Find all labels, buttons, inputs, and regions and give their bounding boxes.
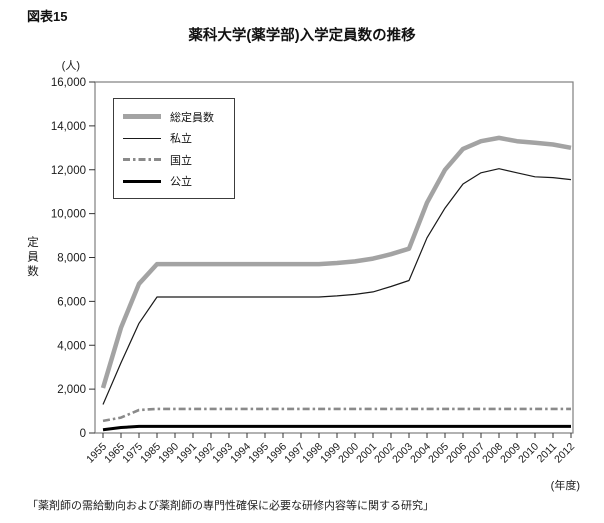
legend-line-sample: [123, 137, 161, 139]
legend-line-sample: [123, 179, 161, 183]
series-line-総定員数: [100, 135, 572, 389]
series-line-国立: [102, 407, 571, 423]
y-axis-title: 定員数: [26, 236, 38, 280]
figure-label: 図表15: [27, 9, 68, 24]
y-axis-unit: (人): [61, 60, 80, 72]
source-note: 「薬剤師の需給動向および薬剤師の専門性確保に必要な研修内容等に関する研究」: [27, 500, 434, 512]
chart-title: 薬科大学(薬学部)入学定員数の推移: [188, 28, 416, 44]
y-tick-label: 10,000: [51, 209, 86, 221]
legend-label: 私立: [170, 133, 192, 146]
y-tick-label: 6,000: [57, 296, 86, 308]
x-axis-unit: (年度): [550, 480, 580, 492]
legend-item: 総定員数: [123, 106, 228, 128]
y-tick-label: 16,000: [51, 77, 86, 89]
y-tick-label: 14,000: [51, 121, 86, 133]
x-tick-label: 2012: [552, 441, 577, 466]
legend-item: 私立: [123, 128, 228, 150]
series-line-私立: [102, 168, 572, 405]
y-tick-label: 2,000: [57, 384, 86, 396]
y-tick-label: 8,000: [57, 253, 86, 265]
legend-line-sample: [123, 114, 161, 120]
legend-label: 国立: [170, 154, 192, 167]
y-tick-label: 4,000: [57, 340, 86, 352]
y-tick-label: 12,000: [51, 165, 86, 177]
legend-item: 国立: [123, 149, 228, 171]
legend-item: 公立: [123, 171, 228, 193]
legend-line-sample: [123, 158, 161, 162]
y-tick-label: 0: [80, 428, 86, 440]
series-line-公立: [102, 424, 571, 432]
legend-label: 公立: [170, 176, 192, 189]
legend-label: 総定員数: [170, 111, 214, 124]
chart-legend: 総定員数私立国立公立: [113, 98, 235, 199]
